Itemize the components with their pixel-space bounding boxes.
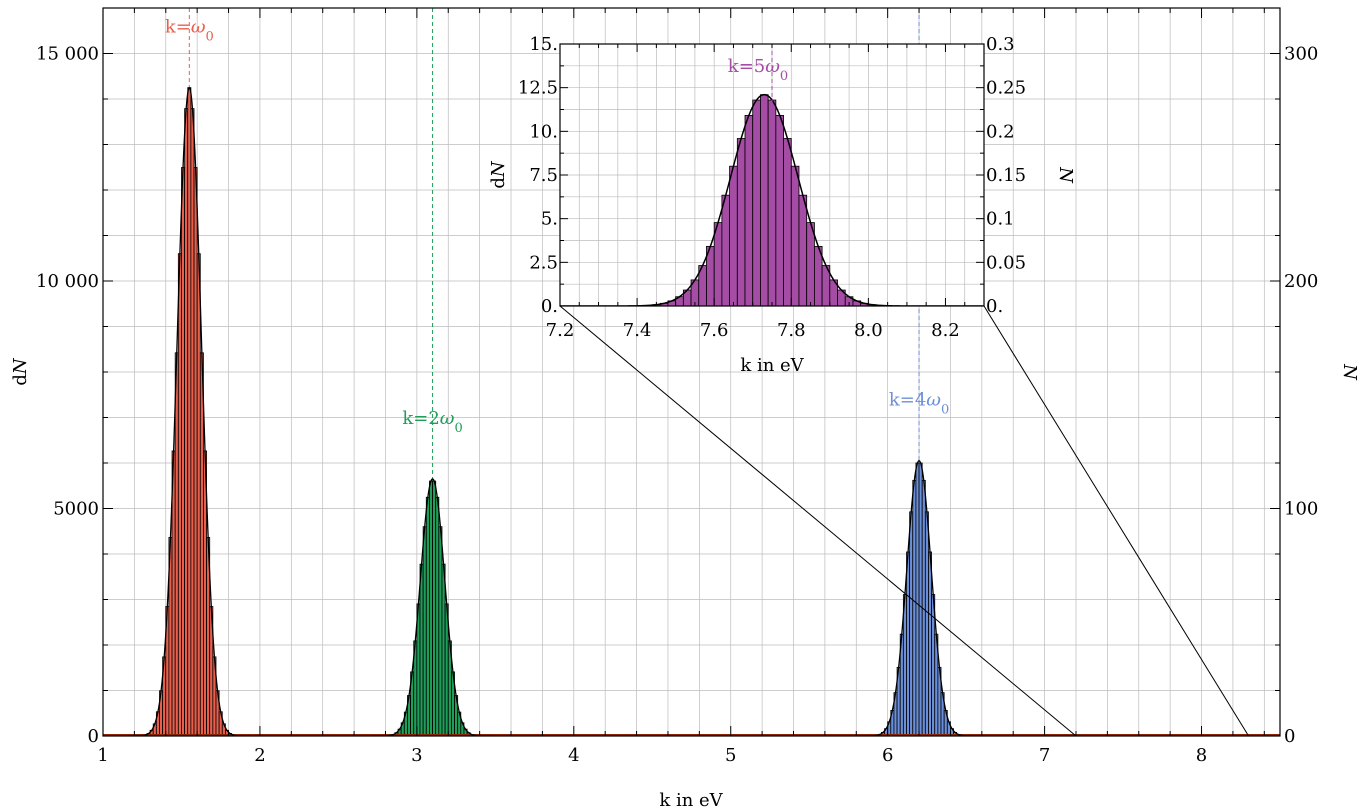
envelope-curve xyxy=(857,460,981,736)
inset-y-tick-label-left: 12.5 xyxy=(518,78,558,99)
inset-histogram-bar xyxy=(775,114,784,306)
histogram-bar xyxy=(174,352,179,736)
inset-histogram-bar xyxy=(744,114,754,306)
inset-x-tick-label: 7.8 xyxy=(777,320,806,341)
y-tick-label-right: 100 xyxy=(1284,499,1318,520)
zoom-connector-lines xyxy=(559,305,1250,737)
main-x-axis-label: k in eV xyxy=(659,790,723,811)
histogram-bar xyxy=(199,352,204,736)
inset-y-axis-label-right: N xyxy=(1055,166,1076,184)
histogram-bar xyxy=(915,462,920,736)
histogram-bar xyxy=(928,551,933,736)
histogram-bar xyxy=(909,511,914,736)
x-tick-label: 7 xyxy=(1039,745,1050,766)
envelope-curve xyxy=(128,87,250,736)
histogram-bar xyxy=(193,167,198,736)
main-y-axis-label-left: dN xyxy=(10,357,31,386)
inset-y-tick-label-right: 0. xyxy=(986,296,1003,317)
main-envelope-curves xyxy=(103,87,1280,736)
histogram-bar xyxy=(187,87,192,736)
histogram-bar xyxy=(438,526,443,736)
histogram-bar xyxy=(429,480,433,736)
envelope-curve xyxy=(371,478,494,736)
histogram-bar xyxy=(918,462,923,736)
inset-histogram-bar xyxy=(713,222,723,306)
histogram-bar xyxy=(177,253,182,736)
inset-x-tick-label: 7.6 xyxy=(700,320,729,341)
y-tick-label-left: 10 000 xyxy=(36,271,99,292)
main-plot-frame xyxy=(102,7,1281,737)
y-tick-label-right: 200 xyxy=(1284,271,1318,292)
connector-line-left xyxy=(559,305,1077,737)
inset-y-tick-label-left: 5. xyxy=(541,209,558,230)
inset-y-tick-label-left: 15. xyxy=(529,34,558,55)
histogram-bar xyxy=(422,526,427,736)
histogram-bar xyxy=(432,480,437,736)
x-tick-label: 8 xyxy=(1196,745,1207,766)
histogram-bar xyxy=(190,108,195,736)
inset-tick-labels: 7.2 7.4 7.6 7.8 8.0 8.2 0. 2.5 5. 7.5 10. 12.5 15. 0.… xyxy=(518,34,1026,341)
inset-histogram-bar xyxy=(783,138,792,306)
connector-line-right xyxy=(983,305,1250,737)
y-tick-label-left: 15 000 xyxy=(36,44,99,65)
inset-y-tick-label-right: 0.3 xyxy=(986,34,1015,55)
main-y-axis-label-right: N xyxy=(1339,363,1360,381)
histogram-bar xyxy=(419,563,424,736)
inset-histogram-bar xyxy=(790,165,800,306)
x-tick-label: 6 xyxy=(882,745,893,766)
y-tick-label-left: 0 xyxy=(88,726,99,747)
histogram-bar xyxy=(435,496,440,736)
inset-y-tick-label-left: 0. xyxy=(541,296,558,317)
inset-y-tick-label-right: 0.15 xyxy=(986,165,1026,186)
y-tick-label-right: 0 xyxy=(1284,726,1295,747)
inset-x-axis-label: k in eV xyxy=(740,355,804,376)
x-tick-label: 5 xyxy=(725,745,736,766)
inset-x-tick-label: 8.2 xyxy=(931,320,960,341)
histogram-bar xyxy=(924,511,929,736)
x-tick-label: 1 xyxy=(97,745,108,766)
inset-y-tick-label-left: 10. xyxy=(529,121,558,142)
histogram-bar xyxy=(912,479,917,736)
histogram-bar xyxy=(906,551,911,736)
inset-histogram-bar xyxy=(806,222,815,306)
inset-histogram-bar xyxy=(760,94,769,306)
inset-y-tick-label-right: 0.2 xyxy=(986,121,1015,142)
inset-y-tick-label-right: 0.05 xyxy=(986,252,1026,273)
histogram-bar xyxy=(196,253,201,736)
histogram-bar xyxy=(184,108,189,736)
y-tick-label-right: 300 xyxy=(1284,44,1318,65)
x-tick-label: 2 xyxy=(254,745,265,766)
inset-y-tick-label-right: 0.1 xyxy=(986,209,1015,230)
inset-y-tick-label-right: 0.25 xyxy=(986,78,1026,99)
inset-plot-frame xyxy=(559,43,985,307)
inset-histogram-bar xyxy=(798,194,808,306)
x-tick-label: 4 xyxy=(568,745,579,766)
inset-x-tick-label: 8.0 xyxy=(854,320,883,341)
histogram-bar xyxy=(425,496,430,736)
main-ticks xyxy=(102,7,1280,737)
inset-x-tick-label: 7.2 xyxy=(546,320,575,341)
inset-y-axis-label-left: dN xyxy=(488,160,509,189)
main-tick-labels: 1 2 3 4 5 6 7 8 0 5000 10 000 15 000 0 100 200 300 xyxy=(36,44,1318,767)
inset-y-tick-label-left: 2.5 xyxy=(529,252,558,273)
histogram-bar xyxy=(441,563,446,736)
inset-histogram-bar xyxy=(729,165,738,306)
inset-y-tick-label-left: 7.5 xyxy=(529,165,558,186)
inset-histogram-bar xyxy=(721,194,731,306)
inset-x-tick-label: 7.4 xyxy=(623,320,652,341)
y-tick-label-left: 5000 xyxy=(53,499,99,520)
inset-histogram-bar xyxy=(752,99,761,306)
histogram-bar xyxy=(181,167,186,736)
inset-histogram-bar xyxy=(736,138,746,306)
x-tick-label: 3 xyxy=(411,745,422,766)
